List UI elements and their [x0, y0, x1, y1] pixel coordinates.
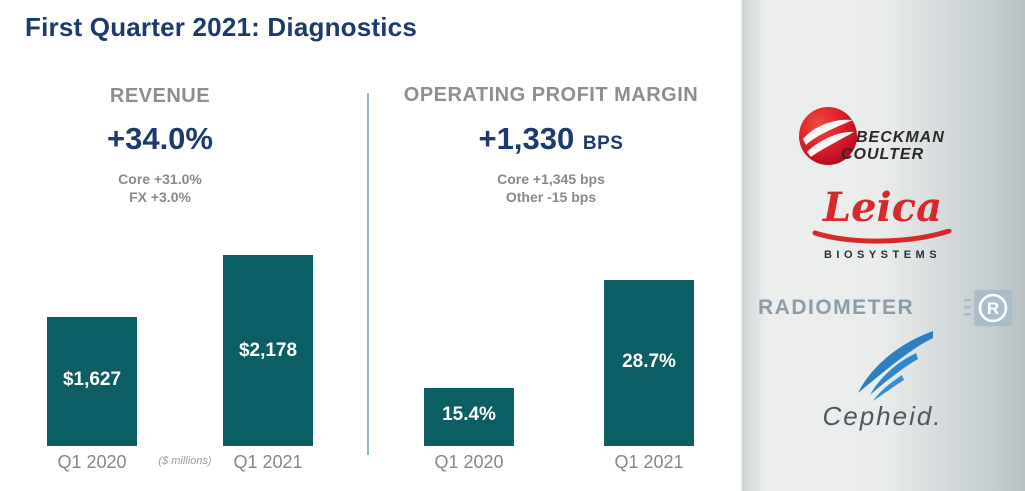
slide-title: First Quarter 2021: Diagnostics	[25, 12, 417, 42]
revenue-bar-q1-2021: $2,178	[223, 255, 313, 446]
revenue-bar-q1-2020: $1,627	[47, 317, 137, 446]
opm-other-growth: Other -15 bps	[505, 189, 597, 205]
radiometer-emblem-letter: R	[987, 299, 999, 318]
leica-biosystems-label: BIOSYSTEMS	[823, 249, 942, 261]
opm-growth-headline: +1,330 BPS	[390, 121, 712, 157]
revenue-heading: REVENUE	[109, 85, 211, 107]
opm-axis-label-q1-2021: Q1 2021	[614, 452, 684, 472]
revenue-bar-label-q1-2020: $1,627	[62, 369, 122, 390]
revenue-axis-label-q1-2021: Q1 2021	[233, 452, 303, 472]
opm-growth-value: +1,330	[478, 121, 575, 156]
opm-bar-label-q1-2021: 28.7%	[622, 351, 676, 372]
beckman-globe-icon	[799, 107, 857, 165]
beckman-wordmark-line2: COULTER	[841, 146, 925, 163]
leica-swoosh-icon	[812, 229, 952, 244]
cepheid-wing-icon	[858, 331, 933, 401]
radiometer-wordmark: RADIOMETER	[758, 296, 915, 319]
logo-panel: BECKMAN COULTER Leica BIOSYSTEMS RADIOME…	[740, 0, 1025, 491]
opm-bar-q1-2020: 15.4%	[424, 388, 514, 446]
bps-unit: BPS	[582, 133, 624, 154]
beckman-wordmark-line1: BECKMAN	[856, 129, 945, 146]
revenue-core-growth: Core +31.0%	[118, 171, 202, 187]
opm-core-growth: Core +1,345 bps	[497, 171, 605, 187]
radiometer-emblem-icon: R	[964, 290, 1012, 326]
opm-axis-label-q1-2020: Q1 2020	[434, 452, 504, 472]
units-note: ($ millions)	[158, 455, 212, 467]
opm-heading: OPERATING PROFIT MARGIN	[403, 84, 699, 106]
section-divider	[367, 93, 369, 455]
leica-wordmark: Leica	[822, 184, 943, 231]
opm-bar-label-q1-2020: 15.4%	[442, 404, 496, 425]
cepheid-wordmark: Cepheid.	[822, 401, 943, 431]
opm-bar-q1-2021: 28.7%	[604, 280, 694, 446]
revenue-fx-growth: FX +3.0%	[129, 189, 191, 205]
revenue-growth-headline: +34.0%	[106, 121, 213, 156]
revenue-bar-label-q1-2021: $2,178	[238, 340, 298, 361]
revenue-axis-label-q1-2020: Q1 2020	[57, 452, 127, 472]
